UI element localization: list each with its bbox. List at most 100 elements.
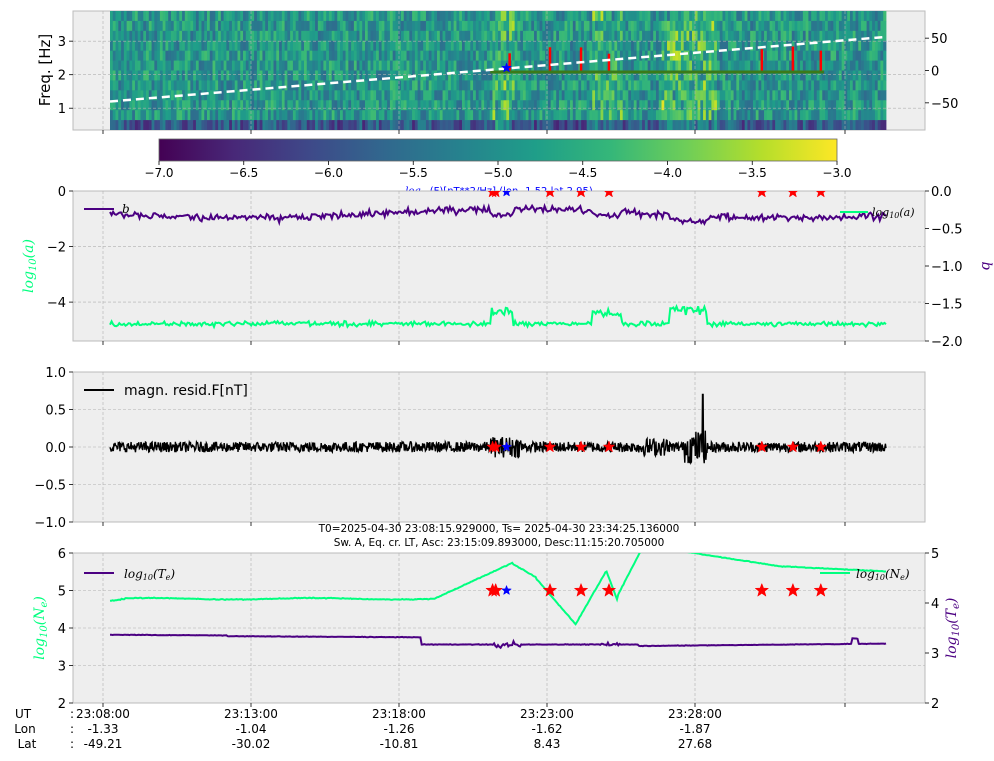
- spectrogram-cell: [287, 30, 291, 42]
- spectrogram-cell: [766, 40, 770, 52]
- spectrogram-cell: [802, 120, 807, 130]
- spectrogram-cell: [184, 50, 188, 61]
- spectrogram-cell: [858, 100, 862, 111]
- spectrogram-cell: [159, 11, 164, 22]
- spectrogram-cell: [226, 110, 230, 121]
- spectrogram-cell: [439, 11, 443, 22]
- spectrogram-cell: [802, 70, 807, 81]
- spectrogram-cell: [437, 90, 441, 101]
- spectrogram-cell: [836, 110, 840, 121]
- spectrogram-cell: [517, 11, 521, 22]
- spectrogram-cell: [231, 50, 236, 61]
- spectrogram-cell: [775, 120, 779, 130]
- spectrogram-cell: [345, 50, 349, 61]
- spectrogram-cell: [506, 70, 510, 81]
- spectrogram-cell: [686, 100, 690, 111]
- spectrogram-cell: [667, 120, 671, 130]
- spectrogram-cell: [414, 20, 419, 32]
- spectrogram-cell: [741, 50, 746, 61]
- spectrogram-cell: [420, 30, 424, 42]
- spectrogram-cell: [561, 100, 565, 111]
- spectrogram-cell: [752, 120, 757, 130]
- spectrogram-cell: [805, 120, 809, 130]
- spectrogram-cell: [287, 20, 291, 32]
- spectrogram-cell: [312, 100, 316, 111]
- spectrogram-cell: [686, 40, 690, 52]
- spectrogram-cell: [292, 90, 297, 101]
- spectrogram-cell: [819, 20, 823, 32]
- spectrogram-cell: [589, 20, 593, 32]
- spectrogram-cell: [642, 60, 646, 71]
- spectrogram-cell: [825, 80, 829, 91]
- spectrogram-cell: [542, 30, 546, 42]
- spectrogram-cell: [467, 100, 471, 111]
- spectrogram-cell: [290, 20, 294, 32]
- spectrogram-cell: [711, 100, 715, 111]
- spectrogram-cell: [281, 110, 285, 121]
- spectrogram-cell: [110, 50, 114, 61]
- spectrogram-cell: [883, 60, 887, 71]
- spectrogram-cell: [830, 80, 834, 91]
- spectrogram-cell: [370, 120, 374, 130]
- spectrogram-cell: [401, 90, 405, 101]
- plasma-ytick-label: 2: [58, 697, 66, 712]
- spectrogram-cell: [647, 110, 651, 121]
- spectrogram-cell: [680, 30, 685, 42]
- spectrogram-cell: [705, 11, 710, 22]
- legend-label-resid: magn. resid.F[nT]: [124, 383, 248, 399]
- spectrogram-cell: [484, 50, 488, 61]
- spectrogram-cell: [226, 120, 230, 130]
- spectrogram-cell: [475, 100, 479, 111]
- spectrogram-cell: [769, 30, 773, 42]
- spectrogram-cell: [844, 110, 848, 121]
- spectrogram-cell: [603, 40, 607, 52]
- spectrogram-cell: [802, 20, 807, 32]
- spectrogram-cell: [123, 80, 128, 91]
- spectrogram-cell: [669, 20, 673, 32]
- spectrogram-cell: [245, 100, 249, 111]
- spectrogram-cell: [536, 110, 540, 121]
- spectrogram-cell: [844, 100, 848, 111]
- spectrogram-cell: [650, 110, 654, 121]
- plasma-event-stars: [485, 582, 829, 597]
- spectrogram-cell: [193, 120, 197, 130]
- spectrogram-cell: [326, 20, 330, 32]
- spectrogram-cell: [495, 30, 499, 42]
- spectrogram-cell: [309, 110, 313, 121]
- spectrogram-cell: [880, 70, 884, 81]
- spectrogram-cell: [292, 100, 297, 111]
- spectrogram-cell: [825, 30, 829, 42]
- spectrogram-cell: [434, 70, 438, 81]
- spectrogram-cell: [115, 11, 119, 22]
- spectrogram-cell: [320, 20, 324, 32]
- spectrogram-cell: [675, 30, 679, 42]
- spectrogram-cell: [279, 50, 283, 61]
- spectrogram-cell: [254, 40, 258, 52]
- spectrogram-cell: [143, 20, 147, 32]
- spectrogram-cell: [716, 20, 721, 32]
- spectrogram-cell: [825, 120, 829, 130]
- spectrogram-cell: [486, 110, 491, 121]
- spectrogram-cell: [245, 30, 249, 42]
- spectrogram-cell: [231, 40, 236, 52]
- spectrogram-cell: [570, 80, 574, 91]
- spectrogram-cell: [747, 40, 751, 52]
- spectrogram-cell: [115, 70, 119, 81]
- spectrogram-cell: [340, 40, 344, 52]
- spectrogram-cell: [110, 60, 114, 71]
- spectrogram-cell: [362, 30, 366, 42]
- spectrogram-cell: [304, 70, 308, 81]
- spectrogram-cell: [234, 60, 238, 71]
- spectrogram-cell: [683, 11, 687, 22]
- spectrogram-cell: [132, 30, 136, 42]
- spectrogram-cell: [323, 110, 327, 121]
- spectrogram-cell: [586, 120, 590, 130]
- spectrogram-cell: [464, 90, 468, 101]
- spectrogram-cell: [752, 70, 757, 81]
- spectrogram-cell: [866, 90, 870, 101]
- spectrogram-cell: [304, 120, 308, 130]
- series-ne-line: [109, 553, 887, 626]
- spectrogram-cell: [622, 30, 626, 42]
- spectrogram-cell: [572, 70, 576, 81]
- spectrogram-cell: [240, 90, 244, 101]
